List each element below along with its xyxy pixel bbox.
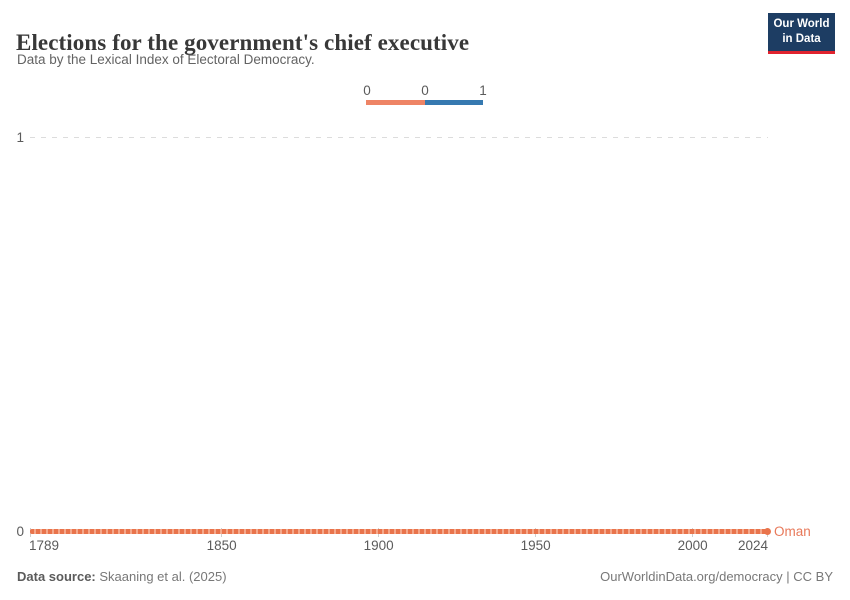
legend-segment-blue[interactable] — [425, 100, 483, 105]
data-source-note: Data source: Skaaning et al. (2025) — [17, 569, 227, 584]
gridline-y1 — [30, 137, 768, 138]
x-axis-label-2000: 2000 — [677, 538, 708, 553]
page-title: Elections for the government's chief exe… — [16, 30, 470, 56]
owid-logo-line2: in Data — [782, 32, 821, 45]
x-axis-label-1950: 1950 — [520, 538, 551, 553]
series-line-oman[interactable] — [30, 528, 771, 535]
legend-tick-label-2: 1 — [479, 83, 487, 98]
x-axis-label-1900: 1900 — [363, 538, 394, 553]
color-legend: 0 0 1 — [363, 83, 487, 105]
legend-segment-orange[interactable] — [366, 100, 425, 105]
data-source-value: Skaaning et al. (2025) — [95, 569, 227, 584]
legend-tick-label-1: 0 — [421, 83, 429, 98]
owid-logo[interactable]: Our World in Data — [768, 13, 835, 54]
y-axis-label-1: 1 — [16, 130, 24, 145]
entity-label-oman[interactable]: Oman — [774, 524, 811, 539]
y-axis-label-0: 0 — [16, 524, 24, 539]
x-axis-label-2024: 2024 — [737, 538, 768, 553]
owid-logo-line1: Our World — [773, 18, 830, 30]
chart-subtitle: Data by the Lexical Index of Electoral D… — [17, 52, 315, 67]
legend-tick-label-0: 0 — [363, 83, 371, 98]
data-source-label: Data source: — [17, 569, 96, 584]
credit-link[interactable]: OurWorldinData.org/democracy | CC BY — [600, 569, 833, 584]
x-axis-label-1789: 1789 — [29, 538, 60, 553]
x-axis-label-1850: 1850 — [206, 538, 237, 553]
